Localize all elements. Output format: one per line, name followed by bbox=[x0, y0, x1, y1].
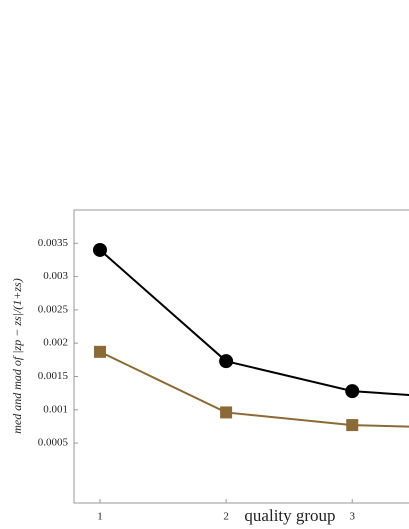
plot-frame bbox=[73, 209, 409, 504]
y-tick-label: 0.0015 bbox=[38, 370, 69, 382]
y-tick-label: 0.001 bbox=[43, 403, 68, 415]
y-tick-label: 0.002 bbox=[43, 337, 68, 349]
data-point bbox=[346, 419, 359, 432]
y-axis-label: med and mad of |zp − zs|/(1+zs) bbox=[10, 278, 24, 433]
data-point bbox=[92, 242, 107, 257]
series-line bbox=[99, 350, 409, 428]
data-point bbox=[219, 354, 234, 369]
x-tick-label: 2 bbox=[223, 511, 229, 523]
y-tick-label: 0.0005 bbox=[38, 437, 69, 449]
plot-area bbox=[92, 242, 409, 432]
series-line bbox=[99, 249, 409, 397]
x-tick-label: 3 bbox=[349, 511, 355, 523]
data-point bbox=[220, 406, 233, 419]
y-tick-label: 0.0035 bbox=[38, 237, 69, 249]
data-point bbox=[93, 345, 106, 358]
y-tick-label: 0.003 bbox=[43, 270, 68, 282]
data-point bbox=[345, 384, 360, 399]
y-tick-label: 0.0025 bbox=[38, 303, 69, 315]
x-tick-label: 1 bbox=[97, 511, 103, 523]
x-axis-label: quality group bbox=[244, 506, 335, 525]
